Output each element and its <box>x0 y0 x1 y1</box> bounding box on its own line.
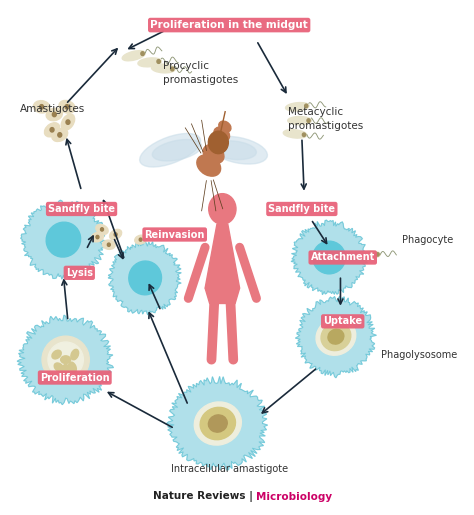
Text: Proliferation: Proliferation <box>40 372 109 383</box>
Ellipse shape <box>71 349 79 360</box>
Text: Sandfly bite: Sandfly bite <box>48 204 115 214</box>
Ellipse shape <box>69 362 76 372</box>
Ellipse shape <box>203 145 224 163</box>
Circle shape <box>100 228 103 231</box>
Ellipse shape <box>138 58 162 67</box>
Ellipse shape <box>209 415 227 432</box>
Ellipse shape <box>321 323 351 351</box>
Ellipse shape <box>54 363 64 372</box>
Text: Nature Reviews |: Nature Reviews | <box>153 491 256 502</box>
Polygon shape <box>108 242 181 315</box>
Ellipse shape <box>46 108 63 121</box>
Ellipse shape <box>152 140 201 161</box>
Ellipse shape <box>209 135 227 151</box>
Ellipse shape <box>102 240 115 249</box>
Ellipse shape <box>211 141 256 160</box>
Polygon shape <box>205 225 240 288</box>
Ellipse shape <box>59 100 75 113</box>
Ellipse shape <box>96 225 108 234</box>
Ellipse shape <box>358 251 381 259</box>
Ellipse shape <box>42 336 89 383</box>
Circle shape <box>171 67 174 71</box>
Polygon shape <box>291 220 367 295</box>
Ellipse shape <box>129 261 162 295</box>
Ellipse shape <box>48 342 83 377</box>
Text: Lysis: Lysis <box>66 268 93 278</box>
Circle shape <box>209 131 228 153</box>
Circle shape <box>114 233 117 236</box>
Text: Microbiology: Microbiology <box>256 492 333 502</box>
Ellipse shape <box>91 232 104 242</box>
Polygon shape <box>17 315 113 405</box>
Circle shape <box>52 112 56 117</box>
Text: Reinvasion: Reinvasion <box>145 230 205 239</box>
Circle shape <box>58 133 62 137</box>
Circle shape <box>40 105 44 109</box>
Text: Intracellular amastigote: Intracellular amastigote <box>171 465 288 474</box>
Polygon shape <box>295 296 376 378</box>
Circle shape <box>141 52 144 56</box>
Polygon shape <box>205 288 240 303</box>
Ellipse shape <box>62 364 69 375</box>
Text: promastigotes: promastigotes <box>164 75 238 85</box>
Ellipse shape <box>283 130 307 138</box>
Text: Proliferation in the midgut: Proliferation in the midgut <box>150 20 308 30</box>
Ellipse shape <box>316 318 356 355</box>
Ellipse shape <box>209 136 267 164</box>
Text: Phagocyte: Phagocyte <box>402 235 453 245</box>
Circle shape <box>139 238 142 241</box>
Text: Procyclic: Procyclic <box>164 61 210 71</box>
Text: Amastigotes: Amastigotes <box>20 105 85 114</box>
Circle shape <box>65 105 69 109</box>
Circle shape <box>157 60 160 63</box>
Ellipse shape <box>328 329 344 344</box>
Text: Uptake: Uptake <box>323 316 362 327</box>
Ellipse shape <box>61 356 71 364</box>
Circle shape <box>96 235 99 239</box>
Ellipse shape <box>52 128 68 142</box>
Circle shape <box>302 133 306 136</box>
Circle shape <box>66 120 70 124</box>
Ellipse shape <box>219 121 231 132</box>
Ellipse shape <box>122 50 146 61</box>
Ellipse shape <box>200 407 236 440</box>
Ellipse shape <box>140 133 201 167</box>
Circle shape <box>305 104 308 108</box>
Ellipse shape <box>197 155 220 176</box>
Text: Sandfly bite: Sandfly bite <box>268 204 335 214</box>
Ellipse shape <box>45 123 60 137</box>
Text: promastigotes: promastigotes <box>288 121 364 131</box>
Circle shape <box>376 253 379 256</box>
Circle shape <box>107 243 110 246</box>
Ellipse shape <box>34 100 50 113</box>
Circle shape <box>50 128 54 132</box>
Ellipse shape <box>46 222 81 257</box>
Ellipse shape <box>288 116 311 125</box>
Text: Phagolysosome: Phagolysosome <box>382 350 457 359</box>
Ellipse shape <box>135 235 146 244</box>
Ellipse shape <box>214 127 229 141</box>
Polygon shape <box>21 200 106 279</box>
Circle shape <box>307 119 310 123</box>
Ellipse shape <box>313 241 346 274</box>
Ellipse shape <box>194 402 241 445</box>
Text: Metacyclic: Metacyclic <box>288 107 343 117</box>
Text: Attachment: Attachment <box>310 252 375 263</box>
Ellipse shape <box>109 229 122 239</box>
Ellipse shape <box>152 64 175 73</box>
Ellipse shape <box>52 350 61 359</box>
Polygon shape <box>167 376 267 470</box>
Circle shape <box>209 194 236 225</box>
Ellipse shape <box>285 102 309 111</box>
Ellipse shape <box>61 114 74 130</box>
